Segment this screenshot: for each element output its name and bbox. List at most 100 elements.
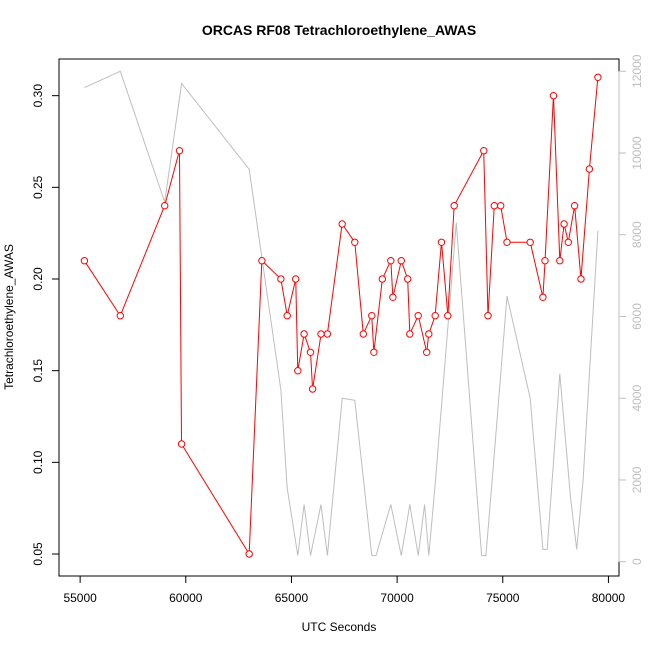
y2-tick-label: 6000 <box>630 303 644 330</box>
primary-series-segment <box>310 355 313 386</box>
primary-series-segment <box>393 263 402 295</box>
data-point <box>450 202 458 210</box>
data-point <box>490 202 498 210</box>
data-point <box>338 220 346 228</box>
data-point <box>444 312 452 320</box>
plot-frame <box>58 58 620 577</box>
primary-series-segment <box>280 282 288 313</box>
primary-series-segment <box>544 98 554 258</box>
primary-series-segment <box>580 172 590 276</box>
primary-series-segment <box>455 153 483 204</box>
data-point <box>577 275 585 283</box>
primary-series-segment <box>542 263 546 295</box>
y2-tick-label: 2000 <box>630 466 644 493</box>
primary-series-segment <box>407 282 411 331</box>
primary-series-segment <box>564 226 569 240</box>
chart-title: ORCAS RF08 Tetrachloroethylene_AWAS <box>202 22 476 38</box>
data-point <box>389 293 397 301</box>
data-point <box>308 385 317 393</box>
x-tick-label: 65000 <box>275 591 309 605</box>
y2-tick-label: 10000 <box>630 136 644 170</box>
primary-series-segment <box>410 318 418 332</box>
data-point <box>404 275 412 283</box>
y-axis-right: 0 2000 4000 6000 8000 10000 12000 <box>618 54 644 565</box>
primary-series-segment <box>447 208 455 313</box>
primary-series-segment <box>179 153 182 441</box>
y2-tick-label: 12000 <box>630 54 644 88</box>
x-tick-label: 80000 <box>592 591 626 605</box>
primary-series-segment <box>418 318 427 350</box>
primary-series-segment <box>85 263 119 314</box>
data-point <box>161 202 169 210</box>
primary-series-segment <box>327 227 343 331</box>
primary-series-segment <box>553 98 561 258</box>
primary-series-segment <box>383 263 390 277</box>
x-tick-label: 60000 <box>169 591 203 605</box>
data-point <box>294 367 302 375</box>
primary-series-segment <box>121 208 164 313</box>
data-point <box>431 312 439 320</box>
primary-series-segment <box>343 226 354 240</box>
data-point <box>564 238 572 247</box>
primary-series-segment <box>559 227 565 258</box>
primary-series-segment <box>434 245 442 313</box>
data-point <box>306 348 315 356</box>
primary-series <box>80 73 602 558</box>
data-point <box>484 312 492 320</box>
x-axis: 55000 60000 65000 70000 75000 80000 <box>63 575 626 605</box>
y-tick-label: 0.30 <box>31 84 45 108</box>
y-tick-label: 0.25 <box>31 175 45 199</box>
data-point <box>539 293 547 301</box>
primary-series-segment <box>354 245 364 331</box>
data-point <box>503 238 511 247</box>
data-point <box>245 550 253 558</box>
data-point <box>526 238 534 247</box>
primary-series-segment <box>297 337 305 368</box>
x-tick-label: 75000 <box>486 591 520 605</box>
data-point <box>594 73 602 82</box>
y-tick-label: 0.15 <box>31 359 45 383</box>
data-point <box>423 348 431 356</box>
primary-series-segment <box>574 208 582 276</box>
data-point <box>283 312 291 320</box>
y-axis-label: Tetrachloroethylene_AWAS <box>2 244 16 390</box>
x-tick-label: 70000 <box>380 591 414 605</box>
primary-series-segment <box>373 282 383 350</box>
primary-series-segment <box>371 318 375 350</box>
primary-series-segment <box>483 153 489 313</box>
data-point <box>300 330 308 338</box>
primary-series-segment <box>182 446 248 552</box>
data-point <box>258 257 266 265</box>
primary-series-segment <box>441 245 449 313</box>
y2-tick-label: 4000 <box>630 385 644 412</box>
data-point <box>541 257 549 265</box>
secondary-series <box>84 70 599 557</box>
data-point <box>175 147 184 155</box>
data-point <box>351 238 359 247</box>
primary-series-segment <box>429 318 435 332</box>
data-point <box>177 440 186 448</box>
primary-series-segment <box>401 263 408 277</box>
x-tick-label: 55000 <box>63 591 97 605</box>
data-point <box>437 238 446 247</box>
data-point <box>80 257 89 265</box>
data-point <box>549 92 558 100</box>
data-point <box>378 275 386 283</box>
y-tick-label: 0.20 <box>31 267 45 291</box>
data-point <box>480 147 488 155</box>
primary-series-segment <box>364 318 371 332</box>
data-point <box>406 330 414 338</box>
data-point <box>497 202 505 210</box>
y-tick-label: 0.10 <box>31 450 45 474</box>
primary-series-segment <box>487 208 495 313</box>
data-point <box>359 330 367 338</box>
y2-tick-label: 0 <box>630 558 644 565</box>
data-point <box>570 202 579 210</box>
primary-series-segment <box>390 263 394 295</box>
secondary-series-line <box>84 70 599 557</box>
y-tick-label: 0.05 <box>31 542 45 566</box>
data-point <box>414 312 422 320</box>
data-point <box>560 220 568 228</box>
data-point <box>387 257 395 265</box>
